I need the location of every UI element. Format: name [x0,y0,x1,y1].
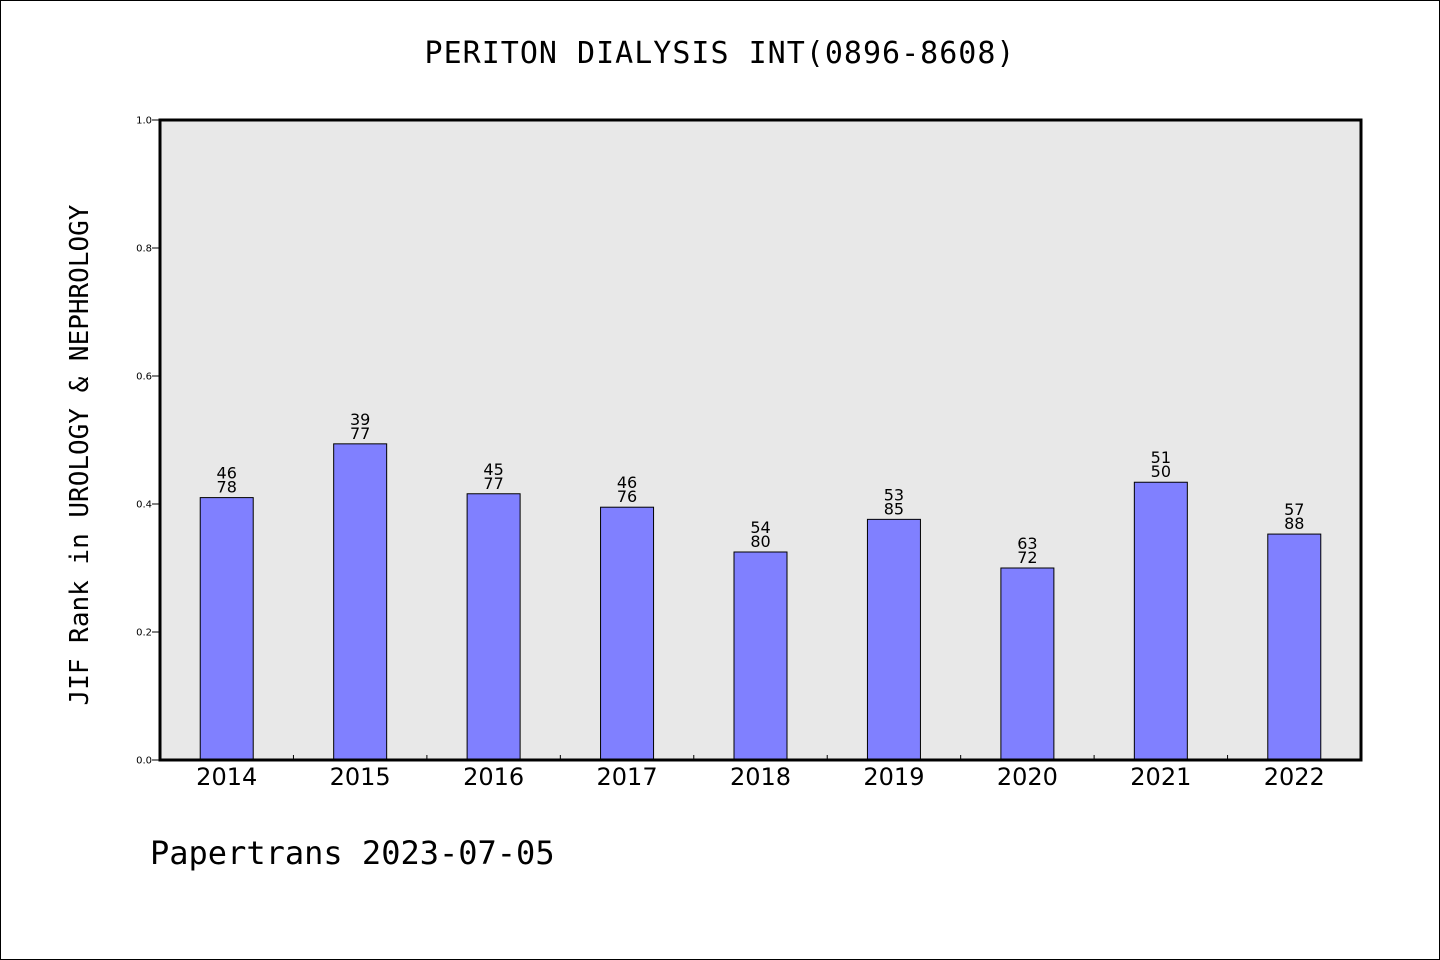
x-tick-label: 2020 [997,763,1058,791]
bar-rank-label: 46 [617,473,637,492]
bar-rank-label: 53 [884,485,904,504]
bar-total-label: 50 [1151,462,1171,481]
x-tick-label: 2017 [597,763,658,791]
x-tick-label: 2022 [1264,763,1325,791]
y-tick-label: 0.2 [136,628,152,639]
bar-rank-label: 54 [750,518,770,537]
bar [866,518,921,761]
bar [1267,533,1322,761]
bar-total-label: 77 [483,474,503,493]
y-tick-label: 0.4 [136,500,152,511]
x-tick-label: 2021 [1130,763,1191,791]
chart-title: PERITON DIALYSIS INT(0896-8608) [424,36,1016,71]
bar [333,443,388,761]
x-tick-label: 2019 [863,763,924,791]
y-tick-label: 0.0 [136,756,152,767]
bar-total-label: 76 [617,487,637,506]
bar-total-label: 77 [350,424,370,443]
bar-rank-label: 51 [1151,448,1171,467]
bar-total-label: 88 [1284,514,1304,533]
y-tick-label: 0.6 [136,372,152,383]
bar [466,493,521,761]
bar [1133,481,1188,761]
bar-total-label: 72 [1017,548,1037,567]
footer-text: Papertrans 2023-07-05 [150,834,555,872]
bar-rank-label: 57 [1284,500,1304,519]
y-tick-label: 0.8 [136,244,152,255]
bar [199,497,254,761]
bar [733,551,788,761]
x-tick-label: 2016 [463,763,524,791]
bar-rank-label: 63 [1017,534,1037,553]
bar-total-label: 78 [217,478,237,497]
bar [1000,567,1055,761]
bar [600,506,655,761]
x-tick-label: 2015 [330,763,391,791]
y-tick-label: 1.0 [136,116,152,127]
bar-total-label: 85 [884,499,904,518]
plot-border [158,118,1363,762]
bar-rank-label: 46 [217,464,237,483]
x-tick-label: 2014 [196,763,257,791]
bar-rank-label: 39 [350,410,370,429]
bar-total-label: 80 [750,532,770,551]
x-tick-label: 2018 [730,763,791,791]
bar-rank-label: 45 [483,460,503,479]
